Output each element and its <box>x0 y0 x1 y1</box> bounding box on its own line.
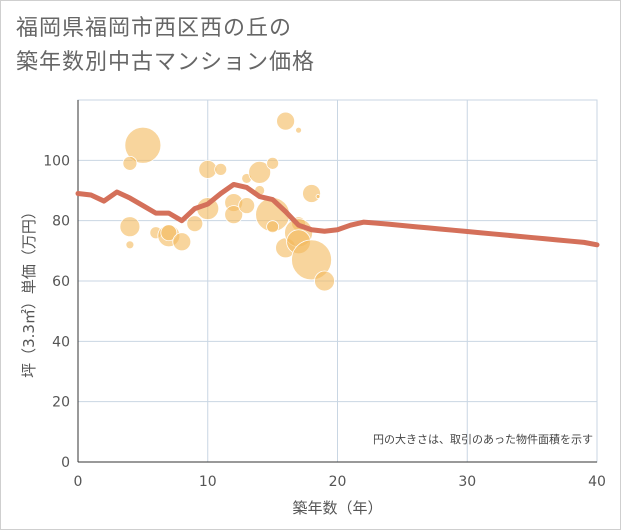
bubble-size-note: 円の大きさは、取引のあった物件面積を示す <box>373 432 593 446</box>
x-tick-label: 30 <box>458 474 476 490</box>
data-bubble <box>214 162 228 176</box>
data-bubble <box>276 111 296 131</box>
data-bubble <box>266 156 280 170</box>
chart-title-line-1: 福岡県福岡市西区西の丘の <box>16 16 293 41</box>
data-bubble <box>302 184 321 203</box>
bubbles <box>119 111 335 292</box>
average-price-line <box>75 181 600 248</box>
grid-lines <box>77 99 598 463</box>
data-bubble <box>295 126 302 134</box>
data-bubble <box>198 159 218 179</box>
trend-line-layer <box>75 181 600 248</box>
data-bubble <box>124 126 162 164</box>
data-bubble <box>291 239 332 281</box>
x-tick-label: 10 <box>199 474 217 490</box>
x-tick-label: 0 <box>74 474 83 490</box>
data-bubble <box>119 216 141 238</box>
data-bubble <box>224 205 244 225</box>
tick-labels: 0 10 20 30 40 0 20 40 60 80 100 <box>43 153 606 490</box>
y-tick-label: 20 <box>52 395 70 411</box>
data-bubble <box>248 160 272 184</box>
chart-title: 福岡県福岡市西区西の丘の 築年数別中古マンション価格 <box>16 12 315 80</box>
y-tick-label: 40 <box>52 334 70 350</box>
y-tick-label: 0 <box>61 455 70 471</box>
data-bubble <box>122 155 138 171</box>
data-bubble <box>172 232 192 252</box>
x-tick-label: 20 <box>329 474 347 490</box>
data-bubble <box>315 194 321 199</box>
data-bubble <box>314 270 335 292</box>
x-tick-label: 40 <box>588 474 606 490</box>
x-axis-label: 築年数（年） <box>292 499 382 517</box>
y-tick-label: 60 <box>52 274 70 290</box>
data-bubble <box>238 197 256 214</box>
data-bubble <box>160 224 178 242</box>
axes <box>77 100 597 463</box>
y-axis-label: 坪（3.3㎡）単価（万円） <box>20 204 38 378</box>
chart-title-line-2: 築年数別中古マンション価格 <box>16 50 316 75</box>
data-bubble <box>266 220 280 234</box>
data-bubble <box>125 240 135 250</box>
data-bubble <box>186 215 204 233</box>
y-tick-label: 100 <box>43 153 70 169</box>
y-tick-label: 80 <box>52 214 70 230</box>
